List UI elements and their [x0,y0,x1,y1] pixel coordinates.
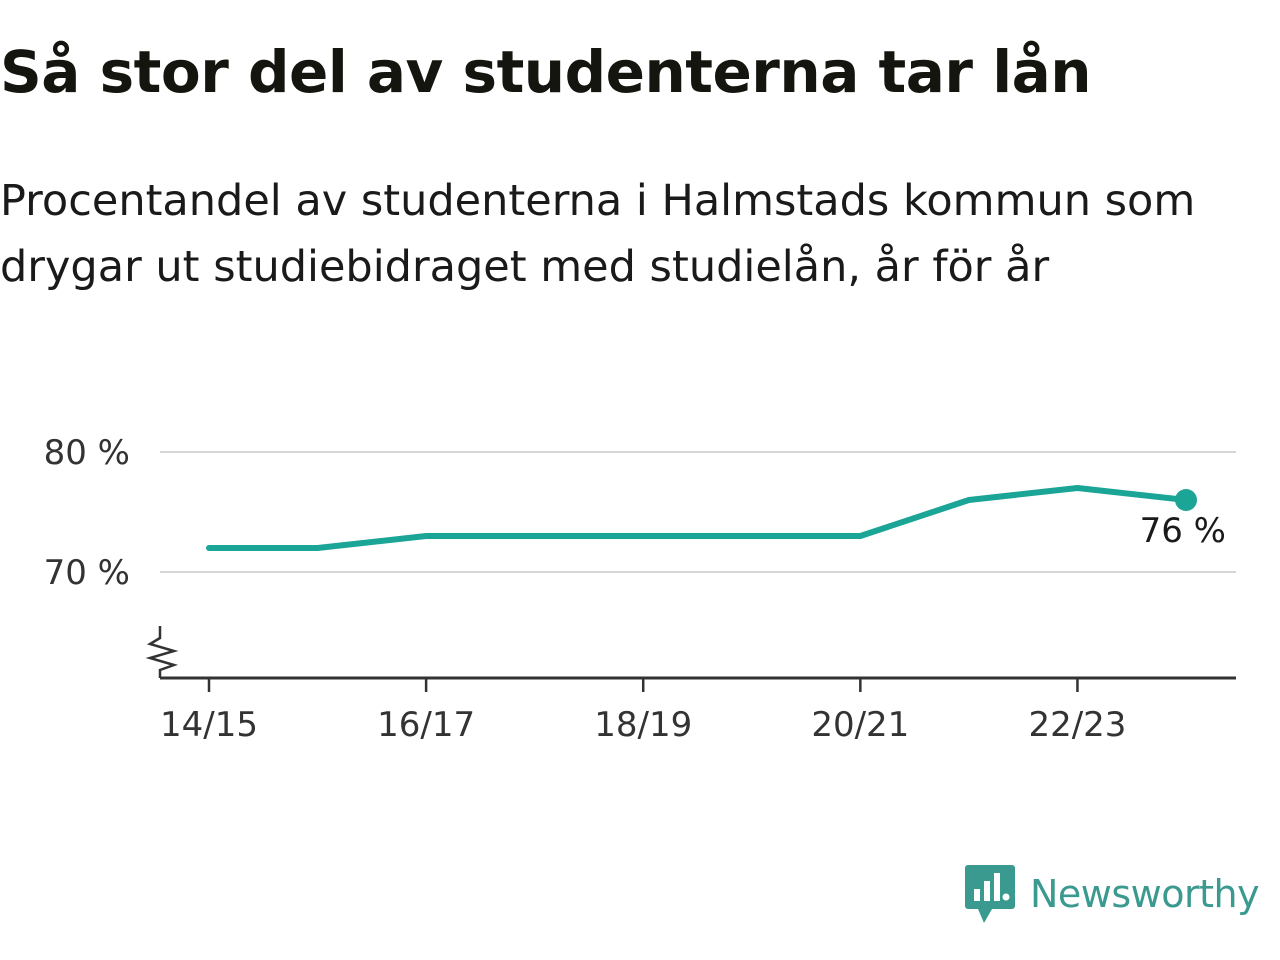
x-axis-ticks: 14/15 16/17 18/19 20/21 22/23 [160,678,1126,745]
y-tick-label-80: 80 % [44,433,130,473]
series: 76 % [206,485,1226,551]
x-tick-label-14-15: 14/15 [160,705,258,745]
chart-title: Så stor del av studenterna tar lån [0,38,1092,106]
gridlines [160,451,1236,573]
chart-subtitle: Procentandel av studenterna i Halmstads … [0,176,1196,292]
x-tick-label-22-23: 22/23 [1028,705,1126,745]
last-point-marker [1175,489,1197,511]
line-chart: 70 % 80 % 14/15 16/17 18/19 20/21 22/23 76 % [44,433,1236,745]
newsworthy-logo: Newsworthy [964,862,1260,926]
series-line [206,485,1189,551]
x-tick-label-16-17: 16/17 [377,705,475,745]
newsworthy-logo-text: Newsworthy [1030,872,1260,916]
x-tick-label-18-19: 18/19 [594,705,692,745]
newsworthy-logo-icon [965,865,1015,923]
x-axis [145,626,1236,680]
y-axis-ticks: 70 % 80 % [44,433,130,593]
y-tick-label-70: 70 % [44,553,130,593]
x-tick-label-20-21: 20/21 [811,705,909,745]
axis-break-marker [145,626,179,678]
last-value-label: 76 % [1140,511,1226,551]
